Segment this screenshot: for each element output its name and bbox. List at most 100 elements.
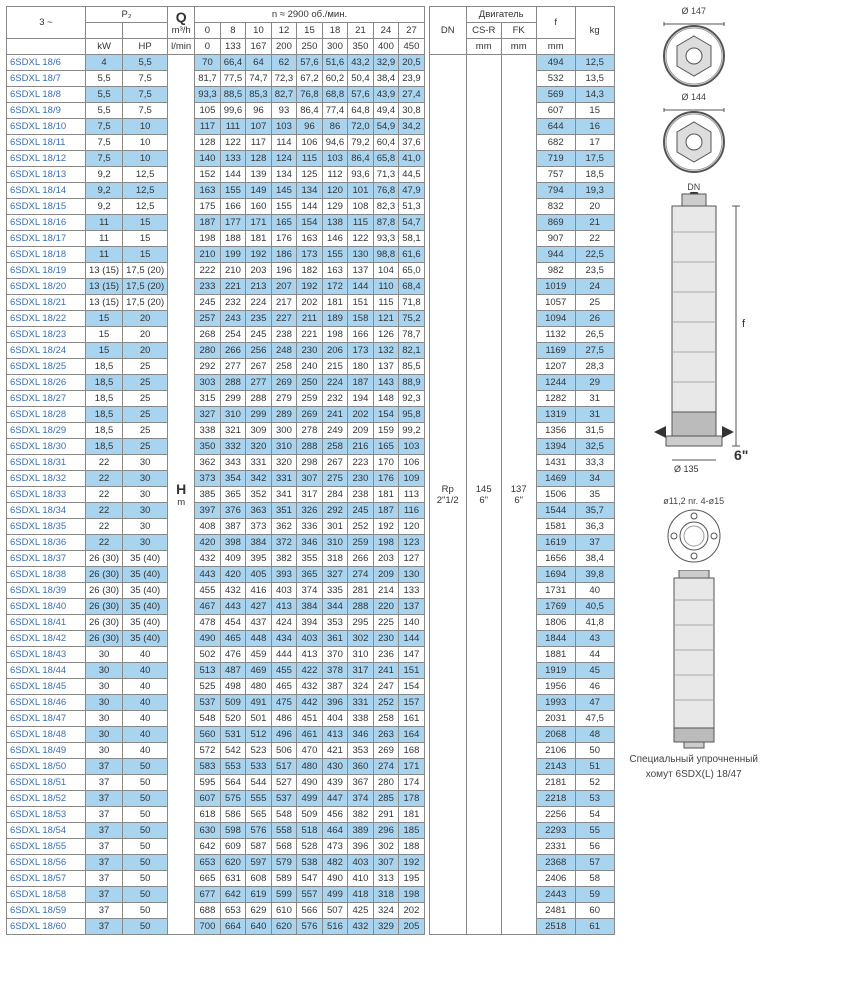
- model-cell: 6SDXL 18/50: [7, 759, 86, 775]
- flow-m3h-cell: 27: [399, 23, 425, 39]
- model-cell: 6SDXL 18/6: [7, 55, 86, 71]
- flange-label: ø11,2 nr. 4-ø15: [619, 496, 769, 506]
- table-row: 6SDXL 18/5537506426095875685284733963021…: [7, 839, 425, 855]
- model-cell: 6SDXL 18/17: [7, 231, 86, 247]
- flow-lmin-cell: 300: [322, 39, 348, 55]
- nut-147-icon: [654, 18, 734, 88]
- flow-lmin-cell: 450: [399, 39, 425, 55]
- table-row: 6SDXL 18/4330405024764594444133703102361…: [7, 647, 425, 663]
- model-cell: 6SDXL 18/11: [7, 135, 86, 151]
- table-row: 6SDXL 18/127,51014013312812411510386,465…: [7, 151, 425, 167]
- table-row: 6SDXL 18/2918,52533832130930027824920915…: [7, 423, 425, 439]
- model-cell: 6SDXL 18/59: [7, 903, 86, 919]
- dn-label: DN: [429, 7, 466, 55]
- model-cell: 6SDXL 18/19: [7, 263, 86, 279]
- svg-text:f: f: [742, 318, 746, 330]
- model-cell: 6SDXL 18/12: [7, 151, 86, 167]
- table-row: 6SDXL 18/2215202572432352272111891581217…: [7, 311, 425, 327]
- model-cell: 6SDXL 18/53: [7, 807, 86, 823]
- model-cell: 6SDXL 18/52: [7, 791, 86, 807]
- svg-text:6": 6": [734, 447, 748, 463]
- flow-lmin-cell: 167: [246, 39, 272, 55]
- model-cell: 6SDXL 18/20: [7, 279, 86, 295]
- dn-value: Rp2"1/2: [429, 55, 466, 935]
- table-row: 6SDXL 18/5037505835535335174804303602741…: [7, 759, 425, 775]
- table-row: 6SDXL 18/2718,52531529928827925923219414…: [7, 391, 425, 407]
- flow-lmin-cell: 133: [220, 39, 246, 55]
- caption1: Специальный упрочненный: [619, 754, 769, 765]
- table-row: 6SDXL 18/5437506305985765585184643892961…: [7, 823, 425, 839]
- model-cell: 6SDXL 18/22: [7, 311, 86, 327]
- table-row: 6SDXL 18/3122303623433313202982672231701…: [7, 455, 425, 471]
- table-row: 6SDXL 18/3422303973763633513262922451871…: [7, 503, 425, 519]
- model-cell: 6SDXL 18/32: [7, 471, 86, 487]
- table-row: 6SDXL 18/95,57,510599,6969386,477,464,84…: [7, 103, 425, 119]
- h-label: Hm: [168, 55, 195, 935]
- diagrams-column: Ø 147 Ø 144 DN: [619, 6, 769, 780]
- table-row: 6SDXL 18/149,212,51631551491451341201017…: [7, 183, 425, 199]
- rpm-label: n ≈ 2900 об./мин.: [195, 7, 425, 23]
- table-row: 6SDXL 18/4026 (30)35 (40)467443427413384…: [7, 599, 425, 615]
- table-row: 6SDXL 18/5337506185865655485094563822911…: [7, 807, 425, 823]
- table-row: 6SDXL 18/16111518717717116515413811587,8…: [7, 215, 425, 231]
- model-cell: 6SDXL 18/43: [7, 647, 86, 663]
- model-cell: 6SDXL 18/9: [7, 103, 86, 119]
- flow-m3h-cell: 18: [322, 23, 348, 39]
- table-row: 6SDXL 18/4430405134874694554223783172411…: [7, 663, 425, 679]
- lmin-label: l/min: [168, 39, 195, 55]
- flange-icon: [664, 506, 724, 566]
- table-row: 6SDXL 18/159,212,51751661601551441291088…: [7, 199, 425, 215]
- table-row: 6SDXL 18/4530405254984804654323873242471…: [7, 679, 425, 695]
- table-row: 6SDXL 18/2518,52529227726725824021518013…: [7, 359, 425, 375]
- table-row: 6SDXL 18/18111521019919218617315513098,8…: [7, 247, 425, 263]
- model-cell: 6SDXL 18/60: [7, 919, 86, 935]
- q-label: Q: [176, 9, 187, 25]
- model-cell: 6SDXL 18/27: [7, 391, 86, 407]
- model-cell: 6SDXL 18/30: [7, 439, 86, 455]
- table-row: 6SDXL 18/5937506886536296105665074253242…: [7, 903, 425, 919]
- model-cell: 6SDXL 18/58: [7, 887, 86, 903]
- kw-label: kW: [86, 39, 123, 55]
- model-cell: 6SDXL 18/29: [7, 423, 86, 439]
- model-cell: 6SDXL 18/54: [7, 823, 86, 839]
- table-row: 6SDXL 18/3322303853653523413172842381811…: [7, 487, 425, 503]
- table-row: 6SDXL 18/3622304203983843723463102591981…: [7, 535, 425, 551]
- flow-m3h-cell: 24: [373, 23, 399, 39]
- model-cell: 6SDXL 18/49: [7, 743, 86, 759]
- fk-label: FK: [501, 23, 536, 39]
- table-row: 6SDXL 18/4226 (30)35 (40)490465448434403…: [7, 631, 425, 647]
- model-cell: 6SDXL 18/36: [7, 535, 86, 551]
- pump-body-icon: f Ø 135 6": [624, 192, 764, 492]
- model-cell: 6SDXL 18/35: [7, 519, 86, 535]
- model-cell: 6SDXL 18/42: [7, 631, 86, 647]
- table-row: 6SDXL 18/1913 (15)17,5 (20)2222102031961…: [7, 263, 425, 279]
- table-row: 6SDXL 18/107,510117111107103968672,054,9…: [7, 119, 425, 135]
- model-cell: 6SDXL 18/45: [7, 679, 86, 695]
- table-row: 6SDXL 18/5137505955645445274904393672801…: [7, 775, 425, 791]
- model-cell: 6SDXL 18/23: [7, 327, 86, 343]
- table-row: 6SDXL 18/2618,52530328827726925022418714…: [7, 375, 425, 391]
- model-cell: 6SDXL 18/8: [7, 87, 86, 103]
- model-cell: 6SDXL 18/46: [7, 695, 86, 711]
- model-cell: 6SDXL 18/15: [7, 199, 86, 215]
- table-row: 6SDXL 18/4630405375094914754423963312521…: [7, 695, 425, 711]
- table-row: 6SDXL 18/17111519818818117616314612293,3…: [7, 231, 425, 247]
- table-row: 6SDXL 18/6037507006646406205765164323292…: [7, 919, 425, 935]
- csr-label: CS-R: [466, 23, 501, 39]
- table-row: 6SDXL 18/5837506776426195995574994183181…: [7, 887, 425, 903]
- table-row: 6SDXL 18/4730405485205014864514043382581…: [7, 711, 425, 727]
- table-row: 6SDXL 18/75,57,581,777,574,772,367,260,2…: [7, 71, 425, 87]
- svg-text:Ø 135: Ø 135: [674, 464, 699, 474]
- model-cell: 6SDXL 18/13: [7, 167, 86, 183]
- flow-m3h-cell: 12: [271, 23, 297, 39]
- model-cell: 6SDXL 18/26: [7, 375, 86, 391]
- model-cell: 6SDXL 18/40: [7, 599, 86, 615]
- motor-icon: [659, 570, 729, 750]
- model-cell: 6SDXL 18/28: [7, 407, 86, 423]
- table-row: 6SDXL 18/3926 (30)35 (40)455432416403374…: [7, 583, 425, 599]
- dn-diagram-label: DN: [619, 182, 769, 192]
- model-cell: 6SDXL 18/39: [7, 583, 86, 599]
- table-row: 6SDXL 18/85,57,593,388,585,382,776,868,8…: [7, 87, 425, 103]
- model-cell: 6SDXL 18/48: [7, 727, 86, 743]
- model-cell: 6SDXL 18/47: [7, 711, 86, 727]
